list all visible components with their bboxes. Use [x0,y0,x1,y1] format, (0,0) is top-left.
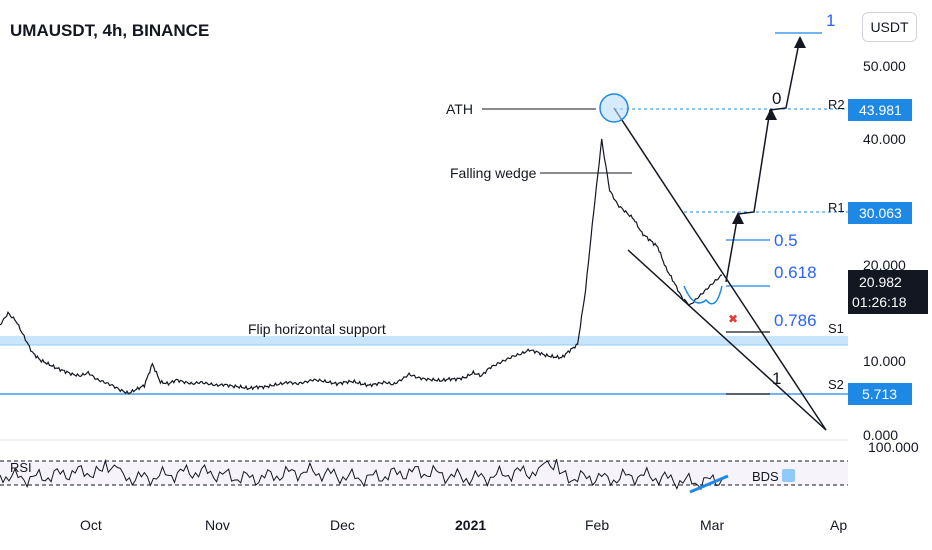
projection-path [725,37,801,283]
arrow-head-1 [732,212,744,224]
x-tick-feb: Feb [585,517,609,533]
support-label: Flip horizontal support [248,321,386,337]
fib-label-1-top: 1 [826,11,835,30]
arrow-head-3 [794,36,806,48]
level-label-s1: S1 [828,321,844,336]
badge-r2: 43.981 [859,102,902,118]
rsi-upper-tick: 100.000 [868,439,919,455]
badge-last-price: 20.982 [859,274,902,290]
y-tick-10: 10.000 [863,353,906,369]
currency-unit-button[interactable]: USDT [862,12,917,42]
wedge-label: Falling wedge [450,165,537,181]
support-band [0,336,848,345]
x-tick-oct: Oct [80,517,102,533]
y-tick-40: 40.000 [863,131,906,147]
badge-countdown: 01:26:18 [852,294,907,310]
badge-r1-bg [848,202,912,224]
ath-label: ATH [446,101,473,117]
level-label-s2: S2 [828,377,844,392]
x-tick-mar: Mar [700,517,724,533]
x-tick-nov: Nov [205,517,230,533]
wedge-lower-line [627,249,827,431]
chart-title: UMAUSDT, 4h, BINANCE [10,21,209,40]
wedge-upper-line [613,107,827,431]
rsi-band [0,461,848,485]
fib-label-0: 0 [772,89,781,108]
rsi-label: RSI [10,460,32,475]
fib-label-0618: 0.618 [774,263,817,282]
y-tick-20: 20.000 [863,257,906,273]
fib-label-1-bottom: 1 [772,369,781,388]
x-tick-ap: Ap [830,517,847,533]
fib-label-05: 0.5 [774,231,798,250]
level-label-r2: R2 [828,97,845,112]
badge-r2-bg [848,99,912,121]
badge-s2: 5.713 [862,386,897,402]
ath-circle [599,93,629,123]
y-tick-0: 0.000 [863,427,898,443]
rsi-line [0,458,723,491]
cup-shape [683,285,723,305]
fib-label-0786: 0.786 [774,311,817,330]
rsi-indicator-label: BDS [752,469,779,484]
x-tick-2021: 2021 [455,517,486,533]
price-line [0,138,722,395]
badge-s2-bg [848,383,912,405]
stop-marker-icon: ✖ [728,312,738,326]
rsi-indicator-icon[interactable] [782,469,795,482]
badge-r1: 30.063 [859,205,902,221]
x-tick-dec: Dec [330,517,355,533]
level-label-r1: R1 [828,200,845,215]
arrow-head-2 [765,108,777,120]
rsi-trend-line [689,474,729,494]
y-tick-50: 50.000 [863,58,906,74]
badge-last-bg [848,270,928,314]
